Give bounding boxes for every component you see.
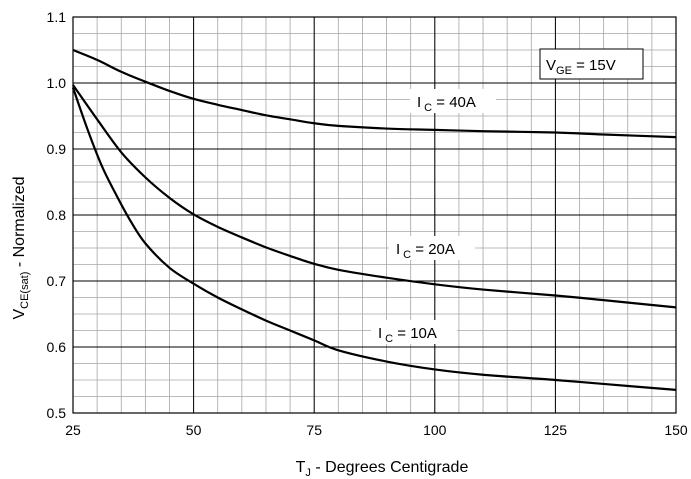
svg-text:IC = 10A: IC = 10A <box>378 325 437 345</box>
tick-labels: 25 50 75 100 125 150 0.5 0.6 0.7 0.8 0.9 1.0 1.1 <box>47 9 688 438</box>
x-tick-label: 150 <box>664 422 688 438</box>
series-layer <box>71 48 677 391</box>
y-tick-label: 0.5 <box>47 405 67 421</box>
x-tick-label: 25 <box>65 422 81 438</box>
y-tick-label: 1.1 <box>47 9 67 25</box>
x-tick-label: 75 <box>306 422 322 438</box>
x-axis-title: TJ - Degrees Centigrade <box>296 459 469 479</box>
x-tick-label: 125 <box>544 422 568 438</box>
y-tick-label: 0.9 <box>47 141 67 157</box>
svg-text:IC = 40A: IC = 40A <box>417 94 476 114</box>
y-tick-label: 0.8 <box>47 207 67 223</box>
series-line-20a <box>72 84 677 309</box>
x-tick-label: 50 <box>186 422 202 438</box>
y-tick-label: 0.7 <box>47 273 67 289</box>
series-line-40a <box>72 48 677 139</box>
y-tick-label: 0.6 <box>47 339 67 355</box>
condition-box: VGE = 15V <box>539 48 644 80</box>
condition-label: VGE = 15V <box>546 57 616 77</box>
plot-frame <box>72 16 677 414</box>
y-axis-title: VCE(sat) - Normalized <box>11 176 31 319</box>
x-tick-label: 100 <box>423 422 447 438</box>
svg-text:IC = 20A: IC = 20A <box>396 241 455 261</box>
series-line-10a <box>71 87 677 391</box>
y-tick-label: 1.0 <box>47 75 67 91</box>
